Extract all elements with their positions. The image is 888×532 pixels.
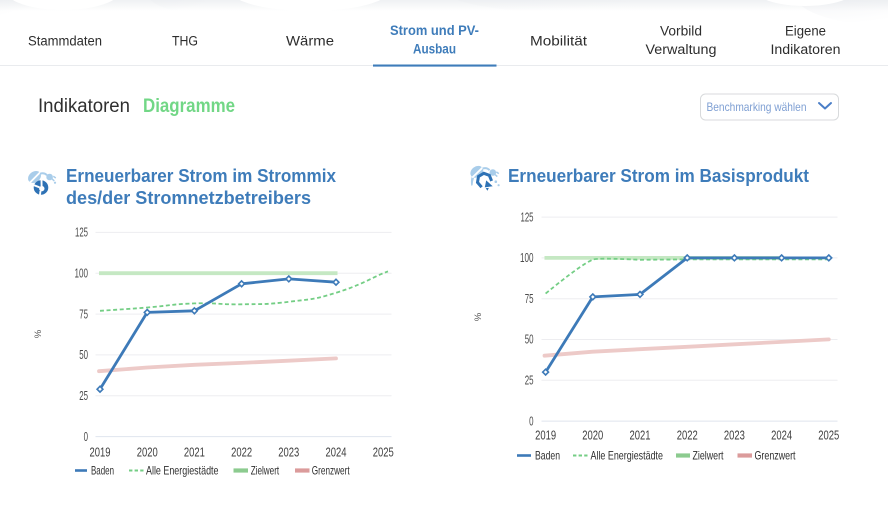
- svg-text:Grenzwert: Grenzwert: [312, 464, 350, 478]
- svg-text:0: 0: [84, 430, 88, 444]
- svg-text:Vorbild: Vorbild: [660, 24, 702, 39]
- svg-text:100: 100: [75, 266, 89, 280]
- svg-text:Eigene: Eigene: [785, 24, 826, 39]
- svg-text:Baden: Baden: [91, 464, 114, 478]
- svg-text:2023: 2023: [724, 427, 745, 442]
- svg-text:2024: 2024: [326, 445, 347, 460]
- svg-text:2025: 2025: [373, 445, 394, 460]
- svg-text:75: 75: [79, 307, 88, 321]
- svg-text:Benchmarking wählen: Benchmarking wählen: [707, 100, 807, 114]
- svg-text:125: 125: [521, 210, 534, 224]
- svg-text:2022: 2022: [677, 427, 698, 442]
- svg-text:2025: 2025: [818, 427, 839, 442]
- svg-text:Diagramme: Diagramme: [143, 96, 235, 117]
- svg-text:2023: 2023: [278, 445, 299, 460]
- svg-text:THG: THG: [172, 34, 198, 49]
- svg-text:2020: 2020: [582, 427, 603, 442]
- svg-text:%: %: [473, 312, 484, 321]
- svg-text:75: 75: [525, 292, 534, 306]
- svg-text:Strom und PV-: Strom und PV-: [390, 23, 479, 38]
- svg-text:Indikatoren: Indikatoren: [771, 42, 841, 57]
- svg-text:2019: 2019: [535, 427, 556, 442]
- svg-text:125: 125: [75, 226, 88, 240]
- svg-text:Erneuerbarer Strom im Basispro: Erneuerbarer Strom im Basisprodukt: [508, 166, 809, 186]
- svg-text:Mobilität: Mobilität: [530, 34, 587, 49]
- svg-text:Wärme: Wärme: [286, 34, 334, 49]
- svg-text:Grenzwert: Grenzwert: [755, 449, 796, 463]
- svg-text:Ausbau: Ausbau: [413, 42, 456, 57]
- svg-text:Indikatoren: Indikatoren: [38, 96, 130, 117]
- svg-text:25: 25: [525, 374, 534, 388]
- svg-text:2021: 2021: [184, 445, 205, 460]
- svg-text:Verwaltung: Verwaltung: [646, 42, 717, 57]
- svg-text:des/der Stromnetzbetreibers: des/der Stromnetzbetreibers: [66, 188, 311, 208]
- svg-text:Stammdaten: Stammdaten: [28, 34, 102, 49]
- svg-text:50: 50: [79, 348, 88, 362]
- svg-text:2022: 2022: [231, 445, 252, 460]
- svg-text:0: 0: [529, 414, 533, 428]
- svg-text:Zielwert: Zielwert: [251, 464, 280, 478]
- svg-text:Alle Energiestädte: Alle Energiestädte: [591, 449, 664, 463]
- svg-text:2020: 2020: [137, 445, 158, 460]
- svg-text:Zielwert: Zielwert: [693, 449, 724, 463]
- svg-text:Erneuerbarer Strom im Strommix: Erneuerbarer Strom im Strommix: [66, 166, 336, 186]
- svg-text:25: 25: [79, 389, 88, 403]
- svg-text:%: %: [33, 329, 44, 338]
- svg-text:50: 50: [525, 333, 534, 347]
- svg-text:100: 100: [520, 251, 534, 265]
- svg-text:Baden: Baden: [535, 449, 560, 463]
- svg-text:Alle Energiestädte: Alle Energiestädte: [146, 464, 219, 478]
- svg-text:2021: 2021: [630, 427, 651, 442]
- svg-text:2019: 2019: [90, 445, 111, 460]
- svg-text:2024: 2024: [771, 427, 792, 442]
